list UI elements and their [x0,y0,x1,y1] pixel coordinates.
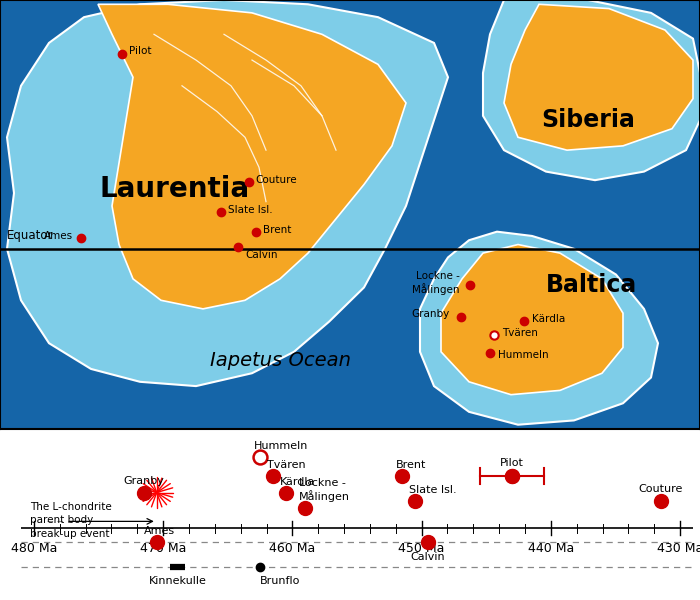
Text: Slate Isl.: Slate Isl. [409,485,456,495]
Text: Baltica: Baltica [546,273,637,297]
Text: Tvären: Tvären [267,461,305,470]
Polygon shape [441,245,623,395]
Text: Siberia: Siberia [541,108,635,132]
Text: Hummeln: Hummeln [253,441,308,451]
Text: Calvin: Calvin [245,250,277,260]
Text: 430 Ma: 430 Ma [657,542,700,555]
Text: Iapetus Ocean: Iapetus Ocean [209,351,351,370]
Polygon shape [7,0,448,386]
Text: Couture: Couture [638,484,683,494]
Polygon shape [483,0,700,180]
Text: 450 Ma: 450 Ma [398,542,444,555]
Text: Ames: Ames [44,231,74,241]
Text: 460 Ma: 460 Ma [270,542,316,555]
Text: Equator: Equator [7,229,53,242]
Text: Ames: Ames [144,527,175,536]
Text: Granby: Granby [412,310,450,319]
Text: Pilot: Pilot [500,458,524,468]
Text: Calvin: Calvin [411,551,445,562]
Text: Pilot: Pilot [130,46,152,56]
Text: Kärdla: Kärdla [279,477,315,487]
Text: Hummeln: Hummeln [498,350,549,360]
Text: Tvären: Tvären [502,328,538,338]
Text: 470 Ma: 470 Ma [140,542,186,555]
Text: Granby: Granby [123,476,164,485]
Text: Couture: Couture [256,175,297,185]
Text: Brent: Brent [395,461,426,470]
Text: The L-chondrite
parent body
break-up event: The L-chondrite parent body break-up eve… [30,502,112,539]
Text: Slate Isl.: Slate Isl. [228,205,272,215]
Polygon shape [98,4,406,309]
Text: Brunflo: Brunflo [260,577,300,586]
Text: Kärdla: Kärdla [532,314,566,324]
Text: 440 Ma: 440 Ma [528,542,574,555]
Text: Laurentia: Laurentia [100,175,250,203]
Text: Lockne -
Målingen: Lockne - Målingen [412,271,460,295]
Polygon shape [504,4,693,150]
Text: 480 Ma: 480 Ma [10,542,57,555]
Polygon shape [420,232,658,425]
Text: Brent: Brent [262,224,291,235]
Text: Lockne -
Målingen: Lockne - Målingen [299,478,350,502]
Text: Kinnekulle: Kinnekulle [148,577,206,586]
